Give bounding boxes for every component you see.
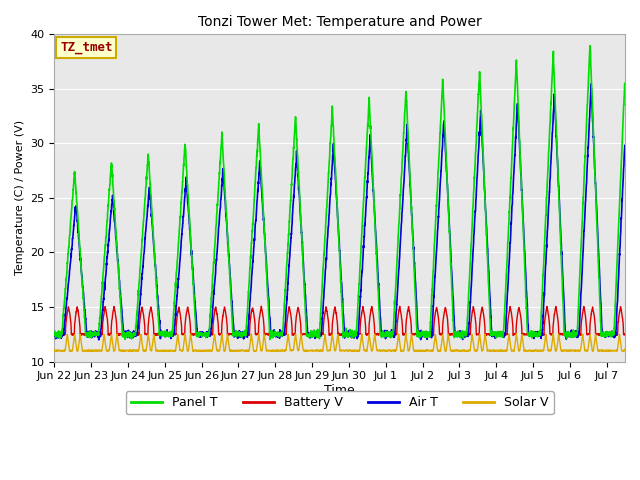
Y-axis label: Temperature (C) / Power (V): Temperature (C) / Power (V): [15, 120, 25, 276]
Title: Tonzi Tower Met: Temperature and Power: Tonzi Tower Met: Temperature and Power: [198, 15, 481, 29]
Text: TZ_tmet: TZ_tmet: [60, 41, 113, 54]
X-axis label: Time: Time: [324, 384, 355, 397]
Legend: Panel T, Battery V, Air T, Solar V: Panel T, Battery V, Air T, Solar V: [126, 391, 554, 414]
